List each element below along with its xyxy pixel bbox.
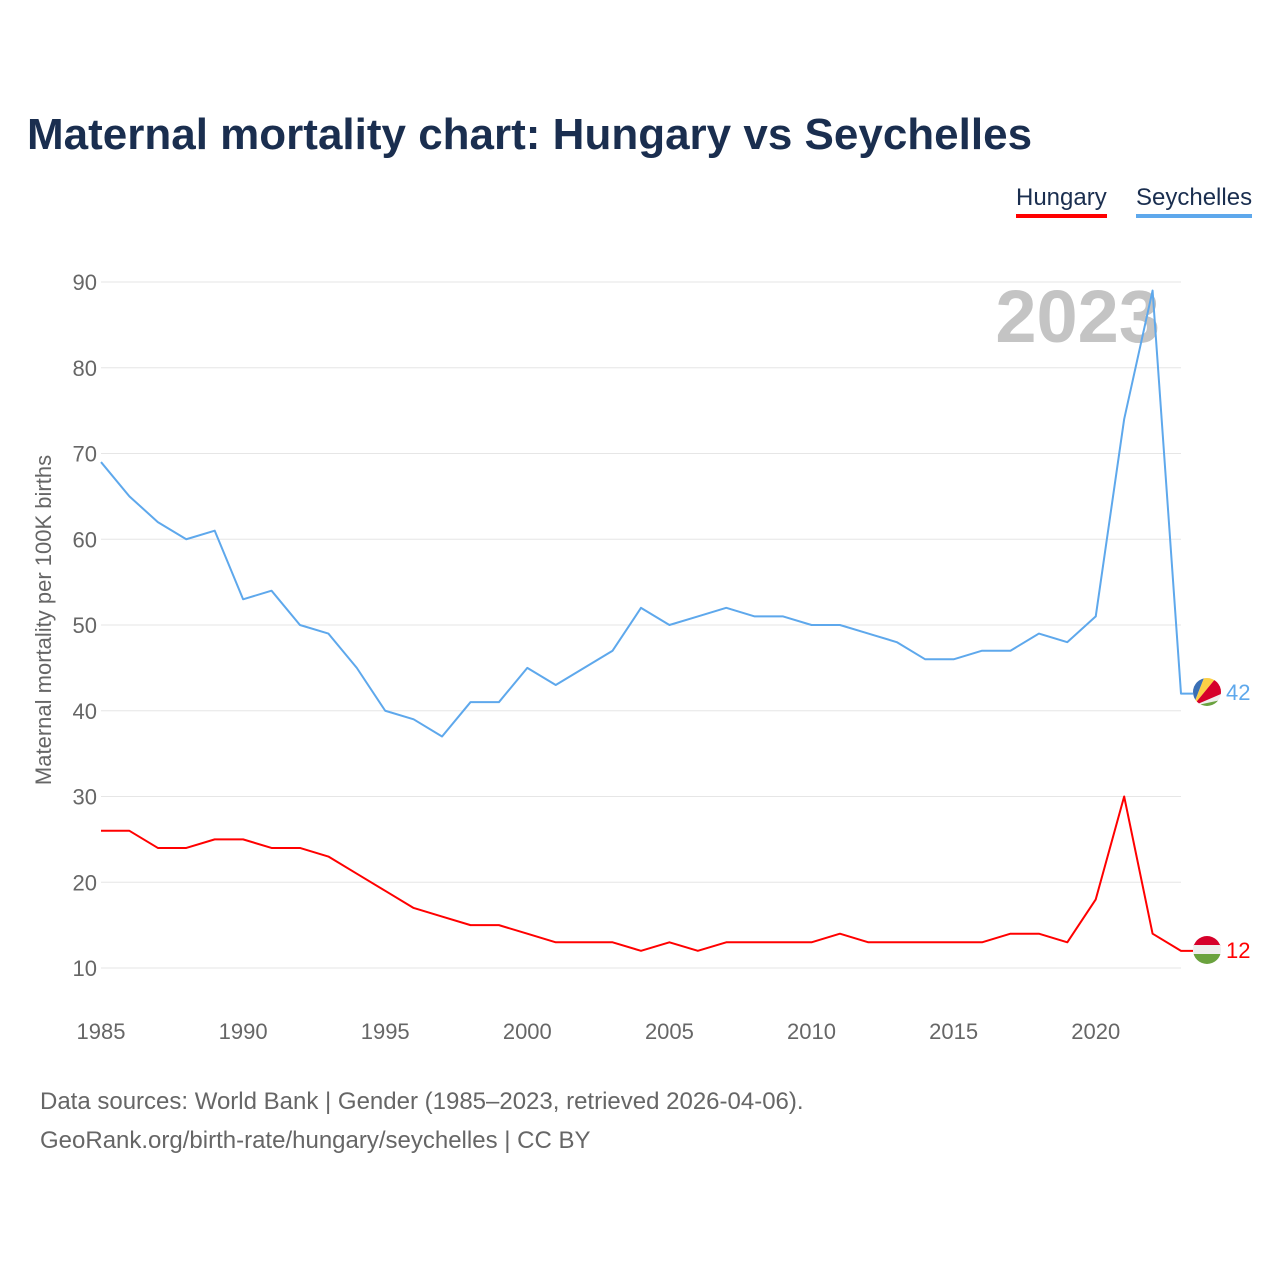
hungary-flag-icon <box>1193 936 1221 964</box>
y-axis-label: Maternal mortality per 100K births <box>31 455 56 785</box>
y-tick-label: 30 <box>73 785 97 810</box>
series-line-hungary <box>101 795 1193 952</box>
footer-sources: Data sources: World Bank | Gender (1985–… <box>40 1088 804 1115</box>
x-tick-label: 1995 <box>361 1019 410 1044</box>
x-tick-label: 1990 <box>219 1019 268 1044</box>
series-line-seychelles <box>100 289 1193 738</box>
x-tick-label: 2020 <box>1071 1019 1120 1044</box>
y-tick-label: 40 <box>73 699 97 724</box>
legend-seychelles[interactable]: Seychelles <box>1136 184 1253 218</box>
x-tick-label: 2015 <box>929 1019 978 1044</box>
y-tick-label: 50 <box>73 613 97 638</box>
x-tick-label: 2000 <box>503 1019 552 1044</box>
chart-title: Maternal mortality chart: Hungary vs Sey… <box>27 110 1033 159</box>
x-tick-label: 1985 <box>77 1019 126 1044</box>
y-tick-label: 80 <box>73 356 97 381</box>
y-tick-label: 20 <box>73 870 97 895</box>
seychelles-flag-icon <box>1193 678 1221 706</box>
hungary-end-label: 12 <box>1226 938 1250 963</box>
y-tick-label: 60 <box>73 527 97 552</box>
y-tick-label: 90 <box>73 270 97 295</box>
legend-hungary[interactable]: Hungary <box>1016 184 1107 218</box>
y-tick-label: 10 <box>73 956 97 981</box>
footer-link[interactable]: GeoRank.org/birth-rate/hungary/seychelle… <box>40 1127 591 1154</box>
seychelles-end-label: 42 <box>1226 680 1250 705</box>
x-tick-label: 2005 <box>645 1019 694 1044</box>
year-watermark: 2023 <box>995 275 1160 358</box>
x-tick-label: 2010 <box>787 1019 836 1044</box>
y-tick-label: 70 <box>73 442 97 467</box>
